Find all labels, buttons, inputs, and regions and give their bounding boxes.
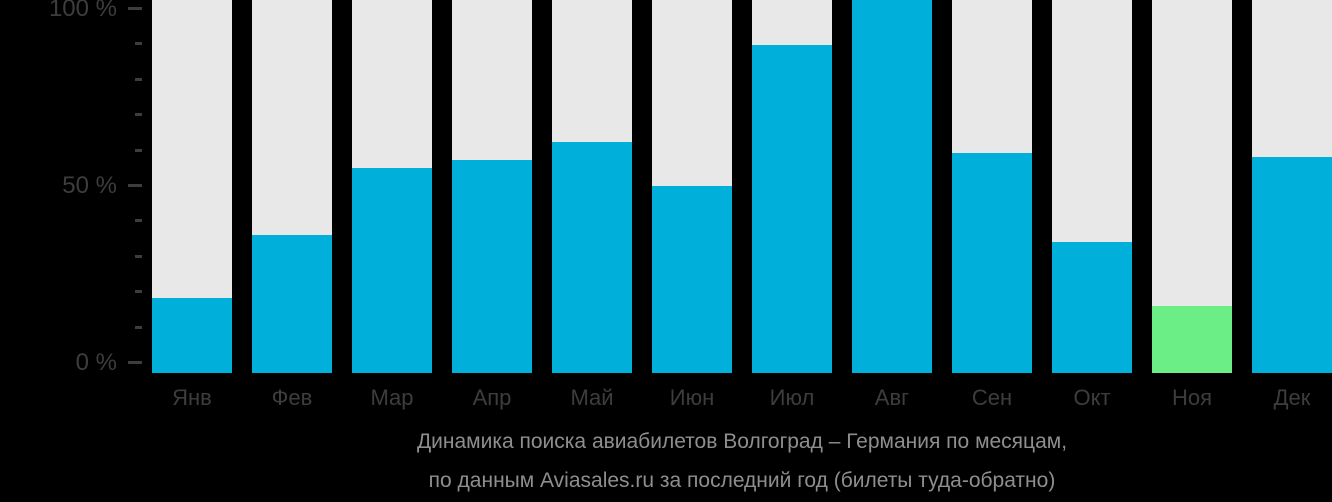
x-axis-label: Дек	[1273, 385, 1311, 410]
x-axis-label: Сен	[971, 385, 1013, 410]
x-axis-label: Июн	[669, 385, 715, 410]
bar	[452, 160, 532, 373]
y-axis-minor-tick	[135, 149, 142, 152]
bar	[952, 153, 1032, 373]
y-axis-minor-tick	[135, 42, 142, 45]
y-axis-minor-tick	[135, 326, 142, 329]
y-axis-major-tick	[128, 7, 142, 10]
bar	[152, 298, 232, 373]
chart-subtitle: по данным Aviasales.ru за последний год …	[428, 469, 1056, 492]
x-axis-label: Авг	[874, 385, 910, 410]
bar-highlighted	[1152, 306, 1232, 373]
bar	[1252, 157, 1332, 373]
bar	[752, 45, 832, 373]
bar	[352, 168, 432, 373]
y-axis-minor-tick	[135, 290, 142, 293]
y-axis-minor-tick	[135, 113, 142, 116]
y-axis-label: 0 %	[75, 349, 117, 376]
bar	[552, 142, 632, 373]
x-axis-label: Ноя	[1171, 385, 1213, 410]
y-axis-major-tick	[128, 361, 142, 364]
y-axis-minor-tick	[135, 219, 142, 222]
x-axis-label: Окт	[1073, 385, 1111, 410]
x-axis-label: Янв	[172, 385, 212, 410]
y-axis-label: 50 %	[62, 172, 117, 199]
y-axis-label: 100 %	[48, 0, 117, 22]
bar	[852, 0, 932, 373]
x-axis-label: Май	[570, 385, 614, 410]
y-axis-major-tick	[128, 184, 142, 187]
x-axis-label: Июл	[769, 385, 815, 410]
y-axis-minor-tick	[135, 78, 142, 81]
x-axis-label: Фев	[271, 385, 313, 410]
bar	[652, 186, 732, 373]
x-axis-label: Апр	[472, 385, 512, 410]
x-axis-label: Мар	[370, 385, 414, 410]
y-axis-minor-tick	[135, 255, 142, 258]
bar	[1052, 242, 1132, 373]
bar	[252, 235, 332, 373]
chart-title: Динамика поиска авиабилетов Волгоград – …	[416, 430, 1068, 453]
